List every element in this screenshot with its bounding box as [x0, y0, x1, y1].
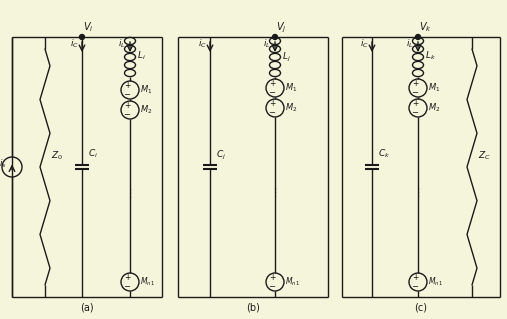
- Text: $V_i$: $V_i$: [83, 20, 93, 34]
- Text: −: −: [269, 88, 275, 97]
- Text: +: +: [269, 99, 275, 108]
- Text: (b): (b): [246, 303, 260, 313]
- Text: $V_k$: $V_k$: [419, 20, 432, 34]
- Text: $C_j$: $C_j$: [216, 148, 226, 161]
- Text: +: +: [412, 79, 418, 88]
- Text: −: −: [412, 88, 418, 97]
- Text: $V_j$: $V_j$: [276, 20, 286, 35]
- Text: ⋮: ⋮: [124, 189, 135, 199]
- Text: $M_{n\,1}$: $M_{n\,1}$: [428, 276, 444, 288]
- Text: $i_C$: $i_C$: [360, 37, 369, 49]
- Text: +: +: [269, 273, 275, 282]
- Text: +: +: [124, 273, 130, 282]
- Text: (c): (c): [415, 303, 427, 313]
- Text: +: +: [124, 81, 130, 90]
- Text: $i_L$: $i_L$: [263, 37, 271, 49]
- Text: +: +: [412, 273, 418, 282]
- Text: (a): (a): [80, 303, 94, 313]
- Text: $M_1$: $M_1$: [285, 82, 297, 94]
- Text: $L_k$: $L_k$: [425, 50, 436, 63]
- Text: −: −: [124, 282, 130, 291]
- Text: −: −: [269, 282, 275, 291]
- Text: −: −: [124, 90, 130, 99]
- Text: +: +: [412, 99, 418, 108]
- Text: $i_C$: $i_C$: [70, 37, 79, 49]
- Text: $i_L$: $i_L$: [406, 37, 414, 49]
- Text: $Z_0$: $Z_0$: [51, 150, 63, 162]
- Text: −: −: [412, 108, 418, 117]
- Text: +: +: [124, 101, 130, 110]
- Text: $C_i$: $C_i$: [88, 148, 98, 160]
- Text: $C_k$: $C_k$: [378, 148, 390, 160]
- Text: $i_s$: $i_s$: [0, 158, 7, 170]
- Text: $M_2$: $M_2$: [428, 102, 441, 114]
- Text: −: −: [269, 108, 275, 117]
- Text: $M_1$: $M_1$: [140, 84, 152, 96]
- Text: −: −: [412, 282, 418, 291]
- Text: $M_{n\,1}$: $M_{n\,1}$: [285, 276, 301, 288]
- Text: $L_i$: $L_i$: [137, 50, 146, 63]
- Text: $M_2$: $M_2$: [285, 102, 298, 114]
- Text: +: +: [269, 79, 275, 88]
- Text: ⋮: ⋮: [412, 188, 423, 198]
- Circle shape: [272, 34, 277, 40]
- Text: $M_2$: $M_2$: [140, 104, 153, 116]
- Circle shape: [80, 34, 85, 40]
- Text: ⋮: ⋮: [269, 188, 280, 198]
- Text: $i_L$: $i_L$: [118, 37, 126, 49]
- Text: $i_C$: $i_C$: [198, 37, 207, 49]
- Text: $M_1$: $M_1$: [428, 82, 441, 94]
- Text: $L_j$: $L_j$: [282, 50, 291, 63]
- Circle shape: [416, 34, 420, 40]
- Text: $M_{n\,1}$: $M_{n\,1}$: [140, 276, 156, 288]
- Text: −: −: [124, 110, 130, 119]
- Text: $Z_C$: $Z_C$: [478, 150, 491, 162]
